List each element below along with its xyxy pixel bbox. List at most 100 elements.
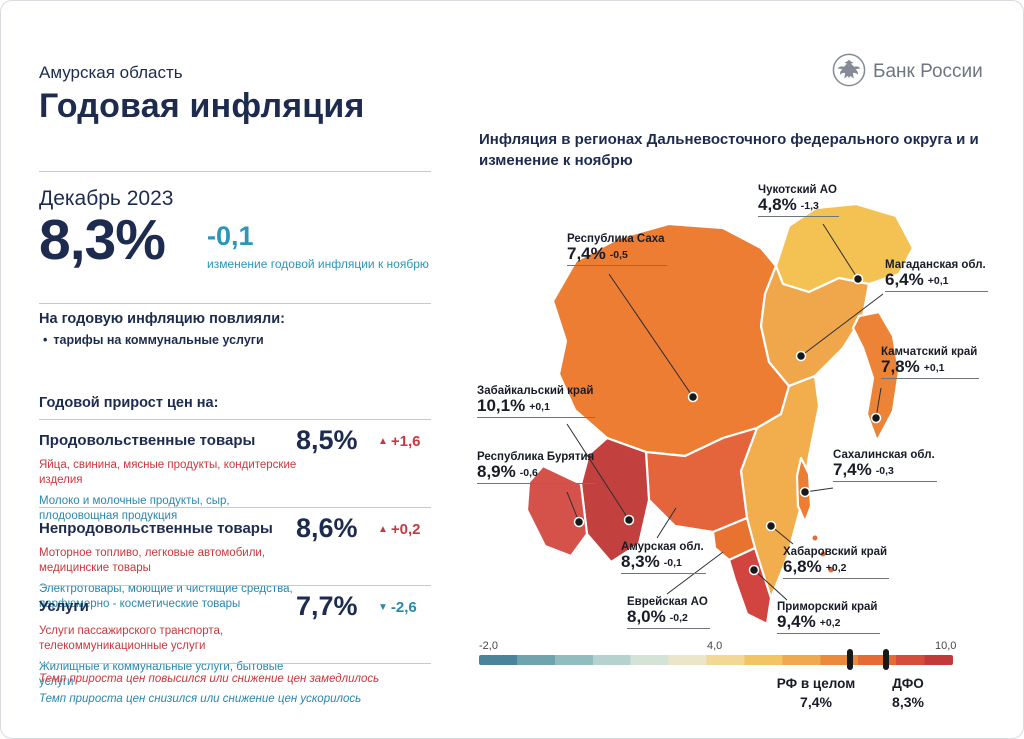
region-label-delta: -1,3 — [800, 199, 819, 212]
category-nonfood: Непродовольственные товары 8,6% ▲ +0,2 М… — [39, 513, 431, 612]
map-label-magadan: Магаданская обл. 6,4% +0,1 — [885, 259, 988, 292]
category-value: 7,7% — [296, 591, 358, 621]
region-label-delta: -0,6 — [519, 466, 538, 479]
map-label-amur: Амурская обл. 8,3% -0,1 — [621, 541, 706, 574]
region-amur — [644, 426, 759, 534]
divider — [39, 585, 431, 586]
region-label-name: Приморский край — [777, 601, 878, 613]
dot-zabaikalsky — [623, 514, 635, 526]
region-label-value: 6,8% — [783, 557, 822, 576]
bank-of-russia-logo-icon — [832, 53, 866, 87]
dfo-scale-marker — [883, 649, 889, 670]
kuril-island — [812, 535, 818, 541]
dot-buryatia — [573, 516, 585, 528]
map-label-khabarovsk: Хабаровский край 6,8% +0,2 — [783, 546, 890, 579]
category-food: Продовольственные товары 8,5% ▲ +1,6 Яйц… — [39, 425, 431, 524]
region-label-delta: -0,1 — [663, 556, 682, 569]
divider — [39, 507, 431, 508]
page-title: Годовая инфляция — [39, 87, 365, 125]
region-label-delta: +0,2 — [819, 616, 841, 629]
category-value: 8,5% — [296, 425, 358, 455]
region-label-value: 4,8% — [758, 195, 797, 214]
region-label-name: Забайкальский край — [477, 385, 594, 397]
arrow-down-icon: ▼ — [378, 601, 388, 613]
region-kamchatka — [851, 310, 901, 443]
region-label-delta: +0,2 — [825, 561, 847, 574]
map-label-jewish-ao: Еврейская АО 8,0% -0,2 — [627, 596, 710, 629]
rf-scale-marker — [847, 649, 853, 670]
region-label-delta: +0,1 — [529, 400, 550, 413]
dot-sakhalin — [799, 486, 811, 498]
footnote-slowed: Темп прироста цен снизился или снижение … — [39, 693, 362, 705]
region-zabaikalsky — [579, 436, 651, 564]
driver-item-text: тарифы на коммунальные услуги — [53, 333, 264, 347]
scale-tick-mid: 4,0 — [707, 640, 723, 652]
region-label-name: Чукотский АО — [758, 184, 837, 196]
map-label-primorsky: Приморский край 9,4% +0,2 — [777, 601, 880, 634]
region-label-delta: +0,1 — [927, 274, 949, 287]
divider — [39, 419, 431, 420]
category-delta: -2,6 — [390, 599, 417, 616]
footnote-accelerated: Темп прироста цен повысился или снижение… — [39, 673, 380, 685]
region-buryatia — [525, 464, 589, 558]
region-label-value: 8,9% — [477, 462, 516, 481]
bank-name: Банк России — [873, 61, 983, 82]
accelerated-items: Моторное топливо, легковые автомобили, м… — [39, 547, 266, 574]
map-callout-dots — [573, 273, 882, 576]
category-header: Услуги 7,7% ▼ -2,6 — [39, 591, 431, 622]
slowed-items: Молоко и молочные продукты, сыр, плодоов… — [39, 494, 230, 522]
map-label-sakhalin: Сахалинская обл. 7,4% -0,3 — [833, 449, 937, 482]
inflation-value: 8,3% — [39, 208, 166, 272]
category-value: 8,6% — [296, 513, 358, 543]
arrow-up-icon: ▲ — [378, 435, 388, 447]
driver-item: • тарифы на коммунальные услуги — [43, 333, 264, 347]
category-delta: +1,6 — [390, 433, 421, 450]
scale-tick-min: -2,0 — [479, 640, 498, 652]
growth-title: Годовой прирост цен на: — [39, 395, 219, 411]
drivers-title: На годовую инфляцию повлияли: — [39, 311, 285, 327]
map-title: Инфляция в регионах Дальневосточного фед… — [479, 131, 979, 169]
dot-khabarovsk — [765, 520, 777, 532]
map-label-buryatia: Республика Бурятия 8,9% -0,6 — [477, 451, 597, 484]
map-label-sakha: Республика Саха 7,4% -0,5 — [567, 233, 667, 266]
category-change: ▼ -2,6 — [378, 591, 417, 616]
inflation-delta-caption: изменение годовой инфляции к ноябрю — [207, 257, 429, 271]
divider — [39, 663, 431, 664]
region-primorsky — [727, 546, 773, 626]
category-header: Непродовольственные товары 8,6% ▲ +0,2 — [39, 513, 431, 544]
inflation-delta: -0,1 — [207, 221, 254, 251]
region-label-value: 7,8% — [881, 357, 920, 376]
region-label-name: Магаданская обл. — [885, 259, 986, 271]
dot-primorsky — [748, 564, 760, 576]
scale-tick-max: 10,0 — [935, 640, 957, 652]
left-panel: Амурская область Годовая инфляция Декабр… — [39, 59, 431, 724]
region-label-delta: -0,3 — [875, 464, 894, 477]
divider — [39, 303, 431, 304]
category-name: Непродовольственные товары — [39, 520, 273, 537]
dot-kamchatka — [870, 412, 882, 424]
region-label-delta: +0,1 — [923, 361, 945, 374]
region-name: Амурская область — [39, 63, 183, 82]
rf-marker-value: 7,4% — [800, 694, 832, 710]
region-label-value: 6,4% — [885, 270, 924, 289]
region-label-value: 7,4% — [567, 244, 606, 263]
bullet-icon: • — [43, 333, 48, 347]
kuril-island — [820, 551, 826, 557]
dot-magadan — [795, 350, 807, 362]
dfo-marker-value: 8,3% — [892, 694, 924, 710]
region-label-value: 10,1% — [477, 396, 526, 415]
kuril-island — [828, 567, 834, 573]
region-label-value: 8,3% — [621, 552, 660, 571]
region-label-delta: -0,2 — [669, 611, 688, 624]
region-label-name: Республика Саха — [567, 233, 665, 245]
region-label-name: Республика Бурятия — [477, 451, 595, 463]
region-label-name: Камчатский край — [881, 346, 978, 358]
region-label-delta: -0,5 — [609, 248, 628, 261]
category-name: Услуги — [39, 598, 89, 615]
map-label-zabaikalsky: Забайкальский край 10,1% +0,1 — [477, 385, 596, 418]
region-label-name: Еврейская АО — [627, 596, 708, 608]
region-label-value: 9,4% — [777, 612, 816, 631]
region-magadan — [759, 264, 871, 388]
map-regions — [525, 202, 915, 626]
